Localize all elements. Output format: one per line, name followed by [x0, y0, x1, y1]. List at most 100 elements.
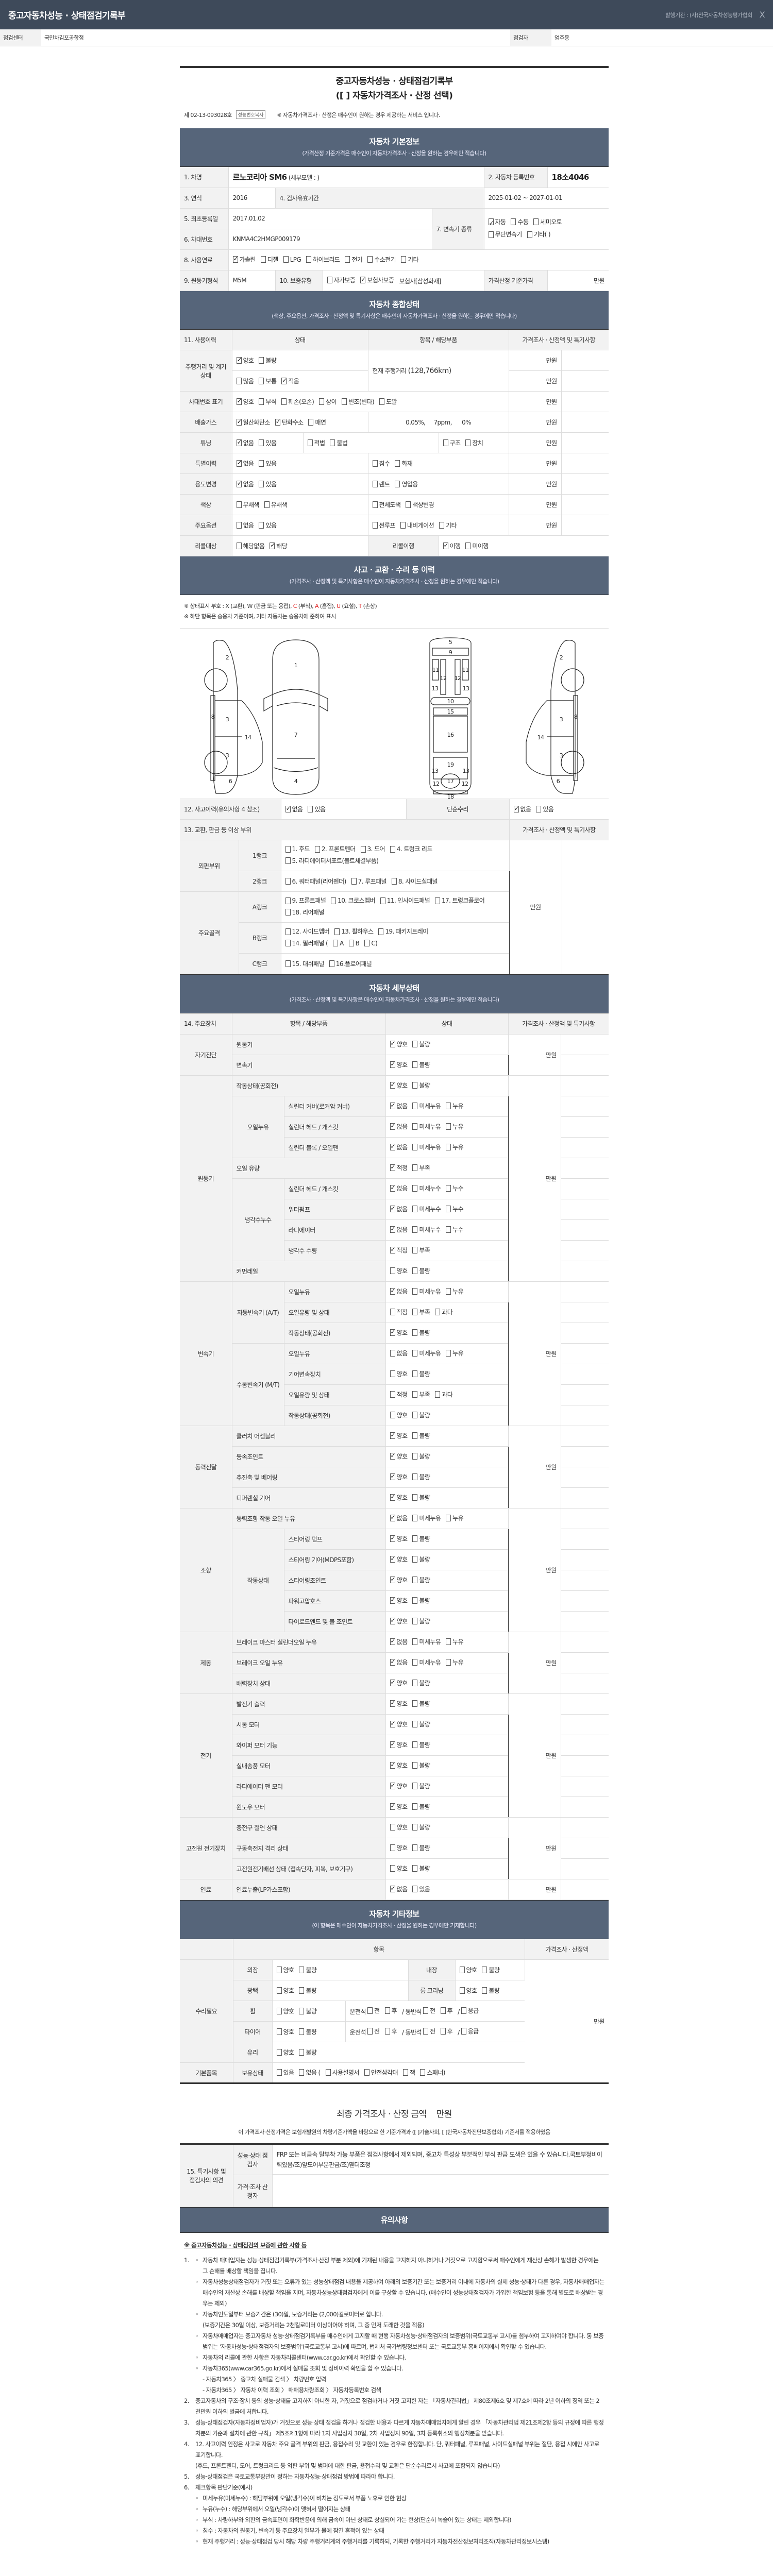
checkbox[interactable] — [488, 231, 494, 238]
checkbox[interactable] — [423, 2028, 429, 2035]
checkbox[interactable] — [446, 1638, 451, 1645]
checkbox[interactable] — [412, 1309, 418, 1315]
checkbox[interactable] — [334, 928, 340, 935]
checkbox[interactable] — [378, 928, 384, 935]
checkbox[interactable] — [364, 2069, 369, 2076]
checkbox[interactable] — [285, 960, 291, 967]
checkbox[interactable] — [390, 1679, 395, 1686]
copy-number-button[interactable]: 성능번호복사 — [236, 110, 266, 119]
checkbox[interactable] — [390, 1184, 395, 1192]
checkbox[interactable] — [390, 1391, 395, 1398]
checkbox[interactable] — [390, 1350, 395, 1357]
checkbox[interactable] — [390, 1246, 395, 1253]
checkbox[interactable] — [348, 940, 354, 946]
checkbox[interactable] — [412, 1164, 418, 1171]
checkbox[interactable] — [412, 1247, 418, 1253]
checkbox[interactable] — [400, 521, 406, 529]
checkbox[interactable] — [236, 418, 242, 426]
checkbox[interactable] — [390, 1122, 395, 1130]
checkbox[interactable] — [276, 1966, 282, 1973]
checkbox[interactable] — [236, 356, 242, 364]
checkbox[interactable] — [533, 218, 539, 225]
checkbox[interactable] — [391, 877, 397, 885]
checkbox[interactable] — [461, 2028, 466, 2035]
checkbox[interactable] — [440, 2028, 446, 2035]
checkbox[interactable] — [264, 501, 270, 508]
checkbox[interactable] — [390, 1637, 395, 1645]
checkbox[interactable] — [390, 1309, 395, 1315]
checkbox[interactable] — [390, 1431, 395, 1439]
checkbox[interactable] — [259, 480, 264, 487]
checkbox[interactable] — [446, 1515, 451, 1521]
checkbox[interactable] — [412, 1206, 418, 1212]
checkbox[interactable] — [232, 255, 238, 263]
checkbox[interactable] — [390, 1267, 395, 1274]
checkbox[interactable] — [333, 940, 339, 946]
checkbox[interactable] — [412, 1061, 418, 1068]
checkbox[interactable] — [372, 521, 378, 529]
checkbox[interactable] — [372, 501, 378, 508]
checkbox[interactable] — [536, 805, 542, 812]
checkbox[interactable] — [390, 1101, 395, 1109]
checkbox[interactable] — [285, 805, 291, 812]
checkbox[interactable] — [461, 2007, 466, 2014]
checkbox[interactable] — [360, 845, 366, 853]
checkbox[interactable] — [390, 1782, 395, 1789]
checkbox[interactable] — [390, 1865, 395, 1872]
checkbox[interactable] — [390, 845, 395, 853]
checkbox[interactable] — [446, 1288, 451, 1295]
checkbox[interactable] — [439, 521, 445, 529]
checkbox[interactable] — [390, 1081, 395, 1089]
checkbox[interactable] — [511, 218, 516, 225]
checkbox[interactable] — [276, 2007, 282, 2014]
checkbox[interactable] — [412, 1535, 418, 1542]
checkbox[interactable] — [443, 541, 448, 549]
checkbox[interactable] — [307, 439, 313, 446]
checkbox[interactable] — [299, 2028, 305, 2035]
checkbox[interactable] — [236, 397, 242, 405]
checkbox[interactable] — [390, 1575, 395, 1583]
checkbox[interactable] — [412, 1473, 418, 1480]
checkbox[interactable] — [435, 1309, 441, 1315]
checkbox[interactable] — [465, 439, 471, 446]
checkbox[interactable] — [285, 857, 291, 864]
checkbox[interactable] — [412, 1762, 418, 1769]
checkbox[interactable] — [527, 231, 532, 238]
checkbox[interactable] — [459, 1987, 465, 1994]
checkbox[interactable] — [482, 1966, 488, 1973]
checkbox[interactable] — [384, 2028, 390, 2035]
checkbox[interactable] — [390, 1328, 395, 1336]
checkbox[interactable] — [390, 1555, 395, 1563]
checkbox[interactable] — [395, 460, 400, 467]
checkbox[interactable] — [423, 2007, 429, 2014]
checkbox[interactable] — [325, 2069, 331, 2076]
checkbox[interactable] — [390, 1040, 395, 1047]
checkbox[interactable] — [412, 1741, 418, 1748]
checkbox[interactable] — [390, 1617, 395, 1624]
checkbox[interactable] — [446, 1659, 451, 1666]
checkbox[interactable] — [412, 1288, 418, 1295]
checkbox[interactable] — [364, 940, 370, 946]
checkbox[interactable] — [236, 438, 242, 446]
checkbox[interactable] — [401, 256, 406, 263]
checkbox[interactable] — [259, 439, 264, 446]
checkbox[interactable] — [446, 1226, 451, 1233]
checkbox[interactable] — [412, 1680, 418, 1686]
checkbox[interactable] — [299, 1987, 305, 1994]
checkbox[interactable] — [367, 2028, 373, 2035]
checkbox[interactable] — [308, 805, 313, 812]
checkbox[interactable] — [440, 2007, 446, 2014]
checkbox[interactable] — [276, 2048, 282, 2056]
checkbox[interactable] — [390, 1287, 395, 1295]
checkbox[interactable] — [412, 1226, 418, 1233]
checkbox[interactable] — [285, 909, 291, 916]
checkbox[interactable] — [402, 2069, 408, 2076]
checkbox[interactable] — [281, 398, 287, 405]
checkbox[interactable] — [412, 1370, 418, 1377]
checkbox[interactable] — [351, 877, 357, 885]
checkbox[interactable] — [299, 2007, 305, 2014]
checkbox[interactable] — [314, 845, 320, 853]
checkbox[interactable] — [443, 439, 448, 446]
checkbox[interactable] — [259, 398, 264, 405]
checkbox[interactable] — [412, 1515, 418, 1521]
